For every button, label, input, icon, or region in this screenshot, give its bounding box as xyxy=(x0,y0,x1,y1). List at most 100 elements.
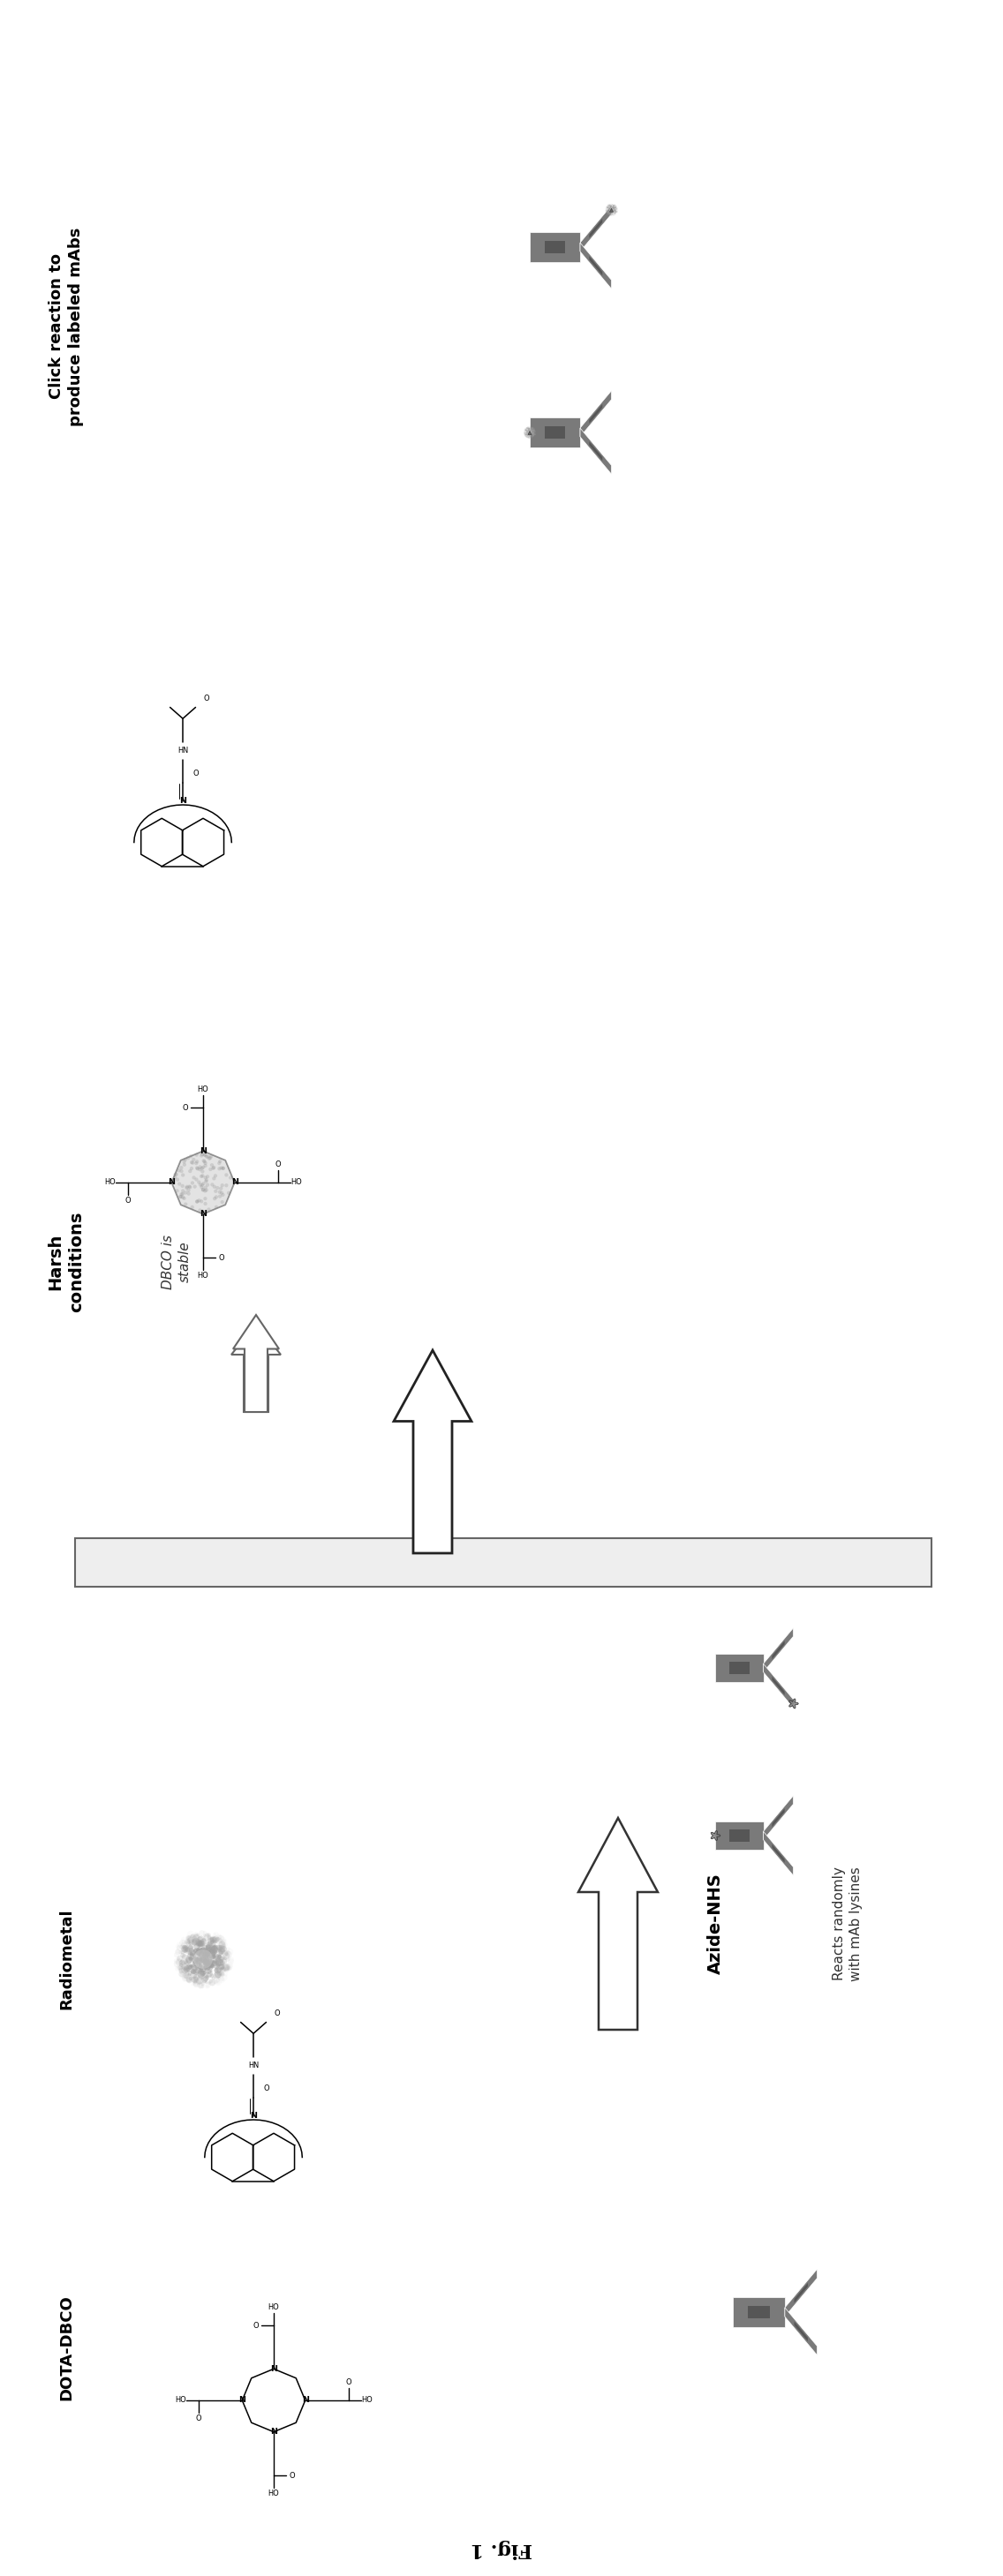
Circle shape xyxy=(202,1188,205,1193)
Circle shape xyxy=(174,1953,180,1958)
Circle shape xyxy=(180,1963,184,1968)
Circle shape xyxy=(206,1971,213,1978)
Circle shape xyxy=(205,1981,211,1989)
Circle shape xyxy=(212,1947,215,1950)
Circle shape xyxy=(224,1963,230,1971)
Polygon shape xyxy=(589,404,603,422)
Text: HO: HO xyxy=(268,2303,279,2311)
Circle shape xyxy=(211,1182,214,1188)
Circle shape xyxy=(213,1945,216,1947)
Circle shape xyxy=(197,1932,200,1937)
Circle shape xyxy=(195,1968,201,1973)
Circle shape xyxy=(181,1193,185,1195)
Circle shape xyxy=(219,1188,223,1190)
Circle shape xyxy=(206,1932,209,1937)
Circle shape xyxy=(203,1950,210,1958)
Circle shape xyxy=(199,1182,203,1188)
Circle shape xyxy=(184,1157,188,1162)
Circle shape xyxy=(203,1960,207,1965)
Text: O: O xyxy=(219,1255,224,1262)
Polygon shape xyxy=(733,2298,784,2326)
Circle shape xyxy=(212,1953,216,1955)
Circle shape xyxy=(228,1955,231,1958)
Circle shape xyxy=(191,1162,195,1164)
Polygon shape xyxy=(772,1844,784,1862)
Circle shape xyxy=(174,1172,178,1177)
Circle shape xyxy=(211,1960,217,1965)
Circle shape xyxy=(197,1180,201,1185)
Circle shape xyxy=(217,1971,222,1976)
Circle shape xyxy=(220,1960,225,1965)
Circle shape xyxy=(181,1950,185,1955)
Circle shape xyxy=(198,1963,205,1971)
Circle shape xyxy=(201,1960,204,1963)
Circle shape xyxy=(212,1955,216,1960)
Circle shape xyxy=(204,1203,208,1206)
Circle shape xyxy=(200,1958,203,1960)
Circle shape xyxy=(192,1958,199,1963)
Circle shape xyxy=(178,1182,182,1185)
Circle shape xyxy=(218,1190,222,1193)
Polygon shape xyxy=(530,232,580,263)
Polygon shape xyxy=(579,1819,658,2030)
Circle shape xyxy=(220,1958,224,1963)
Circle shape xyxy=(183,1159,186,1164)
Circle shape xyxy=(191,1935,194,1937)
Circle shape xyxy=(182,1963,189,1971)
Circle shape xyxy=(218,1162,221,1164)
Circle shape xyxy=(213,1940,217,1945)
Circle shape xyxy=(196,1940,202,1945)
Circle shape xyxy=(203,1973,206,1976)
Circle shape xyxy=(204,1185,208,1190)
Circle shape xyxy=(183,1195,186,1200)
Circle shape xyxy=(221,1200,224,1203)
Circle shape xyxy=(175,1172,179,1177)
Circle shape xyxy=(211,1955,216,1960)
Circle shape xyxy=(200,1965,207,1973)
Circle shape xyxy=(209,1157,213,1159)
Circle shape xyxy=(186,1968,190,1973)
Circle shape xyxy=(203,1932,207,1935)
Circle shape xyxy=(229,1175,233,1180)
Circle shape xyxy=(194,1976,199,1981)
Circle shape xyxy=(203,1978,207,1984)
Circle shape xyxy=(174,1175,177,1180)
Circle shape xyxy=(191,1976,197,1984)
Circle shape xyxy=(209,1963,214,1968)
Circle shape xyxy=(222,1965,229,1971)
Polygon shape xyxy=(580,242,612,289)
Circle shape xyxy=(187,1963,193,1971)
Circle shape xyxy=(210,1947,215,1955)
Circle shape xyxy=(195,1162,199,1164)
Circle shape xyxy=(202,1164,205,1170)
Circle shape xyxy=(183,1162,187,1167)
Circle shape xyxy=(180,1940,186,1945)
Circle shape xyxy=(177,1955,183,1960)
Circle shape xyxy=(204,1190,207,1193)
Circle shape xyxy=(194,1942,200,1950)
Circle shape xyxy=(203,1958,210,1965)
Polygon shape xyxy=(232,1324,281,1412)
Polygon shape xyxy=(772,1641,784,1659)
Circle shape xyxy=(188,1965,192,1971)
Circle shape xyxy=(206,1175,210,1177)
Circle shape xyxy=(201,1947,206,1953)
Circle shape xyxy=(219,1968,222,1971)
Circle shape xyxy=(222,1945,226,1947)
Circle shape xyxy=(192,1157,196,1162)
Circle shape xyxy=(214,1971,221,1978)
Circle shape xyxy=(218,1947,223,1950)
Circle shape xyxy=(210,1950,217,1955)
Circle shape xyxy=(219,1947,225,1953)
Circle shape xyxy=(199,1958,203,1960)
Circle shape xyxy=(215,1937,220,1942)
Circle shape xyxy=(203,1958,210,1963)
Polygon shape xyxy=(789,1698,798,1708)
Circle shape xyxy=(184,1945,189,1950)
Circle shape xyxy=(222,1968,226,1971)
Circle shape xyxy=(183,1945,188,1950)
Circle shape xyxy=(210,1945,216,1950)
Circle shape xyxy=(195,1177,199,1182)
Circle shape xyxy=(190,1167,194,1170)
Circle shape xyxy=(174,1960,182,1968)
